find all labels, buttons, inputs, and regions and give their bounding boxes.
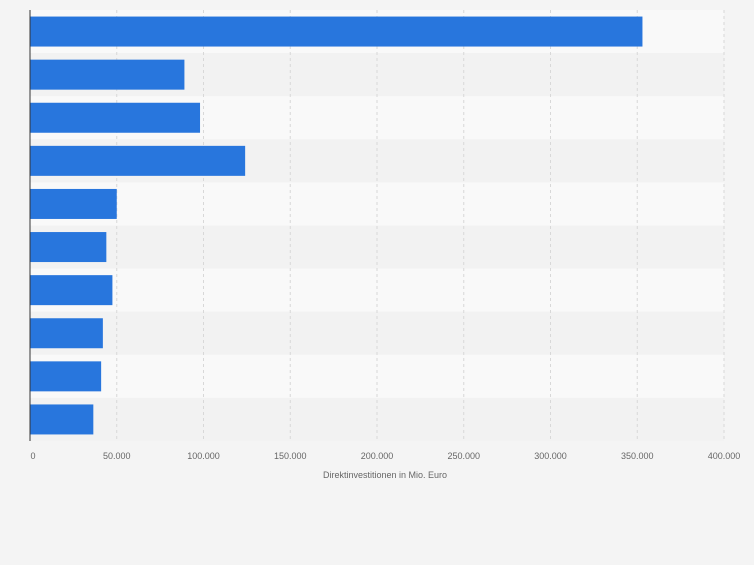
x-tick-label: 50.000 (103, 451, 131, 461)
bars (30, 16, 643, 435)
x-tick-label: 100.000 (187, 451, 220, 461)
bar (30, 59, 185, 90)
bar (30, 188, 117, 219)
x-tick-labels: 0 50.000 100.000 150.000 200.000 250.000 300.0… (30, 451, 740, 461)
x-tick-label: 300.000 (534, 451, 567, 461)
bar (30, 102, 201, 133)
bar (30, 232, 107, 263)
bar (30, 318, 103, 349)
x-tick-label: 0 (30, 451, 35, 461)
bar (30, 404, 94, 435)
bar (30, 275, 113, 306)
bar (30, 145, 246, 176)
x-axis-label: Direktinvestitionen in Mio. Euro (323, 470, 447, 480)
bar (30, 361, 102, 392)
x-tick-label: 200.000 (361, 451, 394, 461)
x-tick-label: 350.000 (621, 451, 654, 461)
x-tick-label: 250.000 (447, 451, 480, 461)
bar (30, 16, 643, 47)
x-tick-label: 150.000 (274, 451, 307, 461)
x-tick-label: 400.000 (708, 451, 741, 461)
